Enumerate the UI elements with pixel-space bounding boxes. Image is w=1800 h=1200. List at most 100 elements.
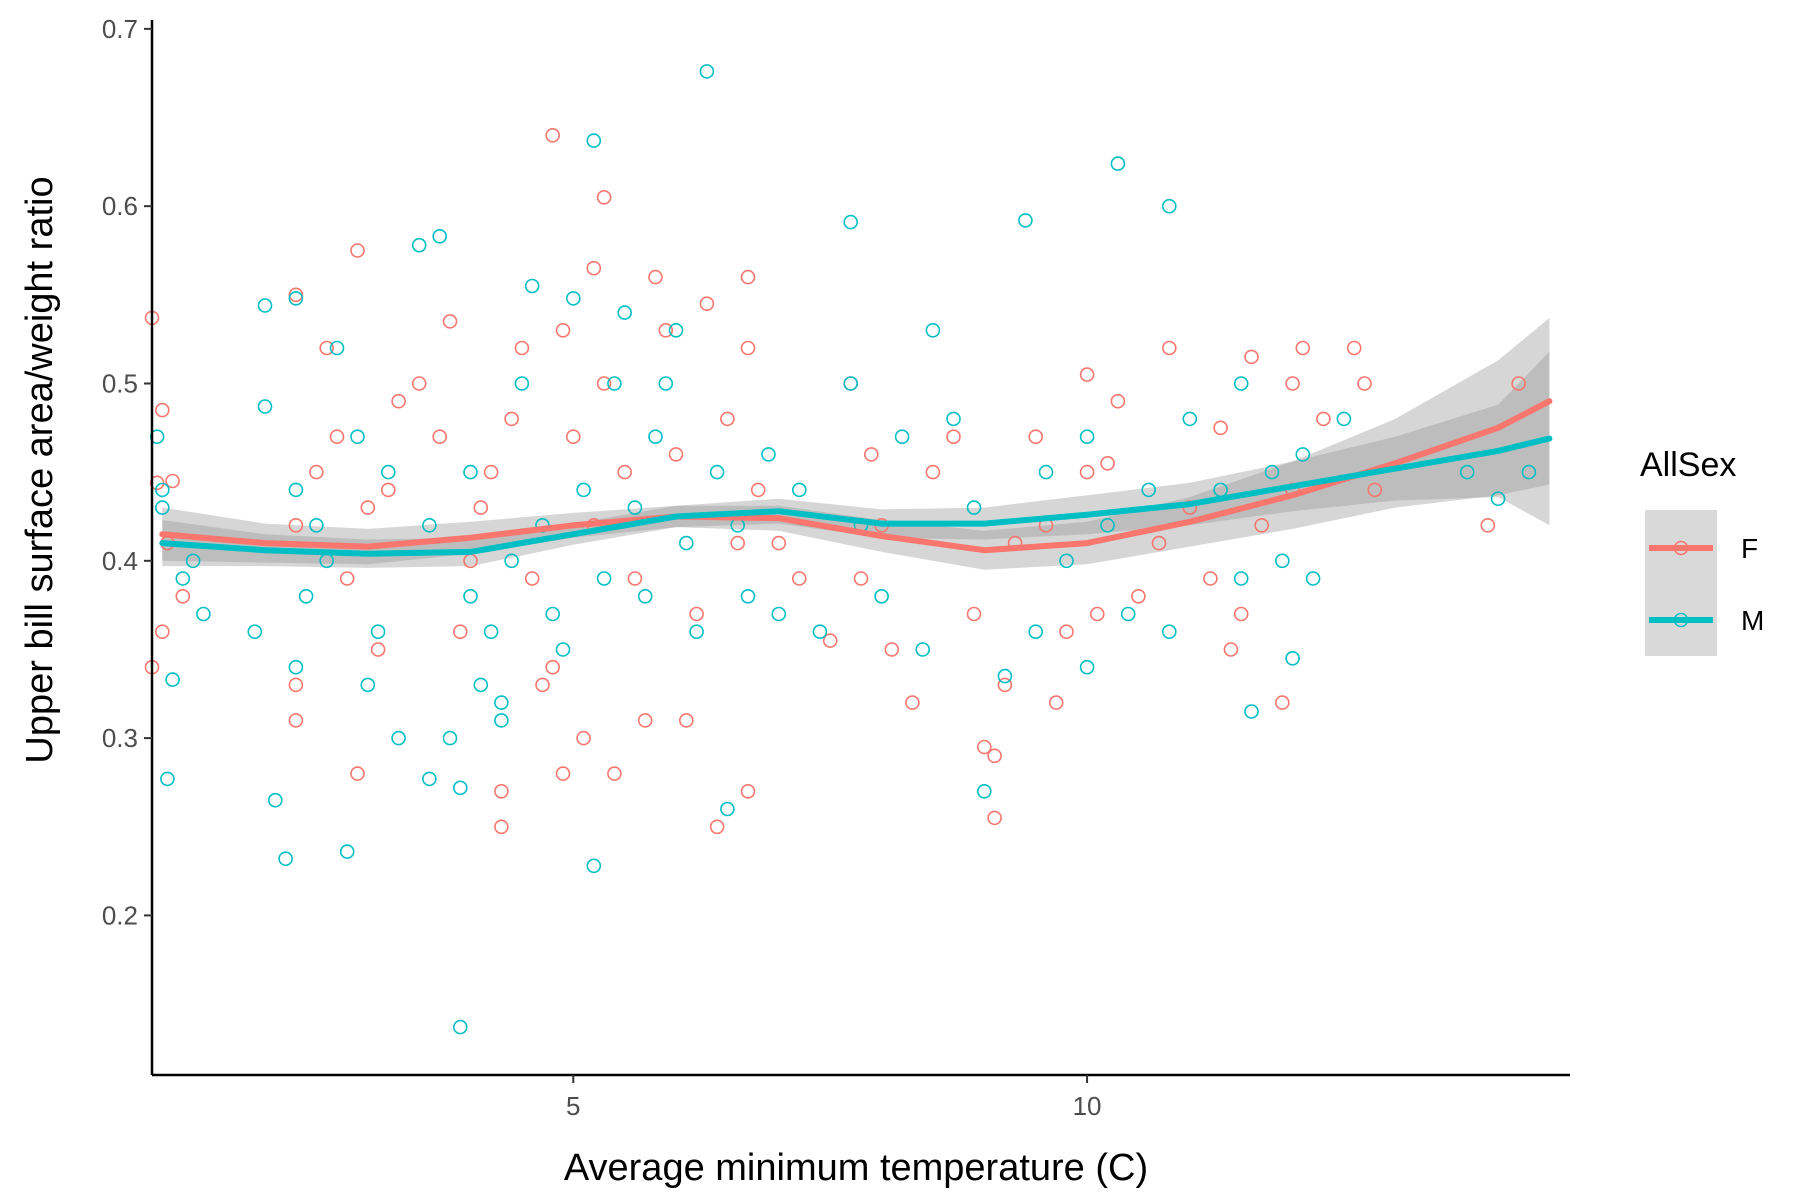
data-point-m	[432, 229, 448, 244]
data-point-m	[1018, 213, 1033, 228]
data-point-m	[545, 606, 561, 622]
data-point-f	[535, 677, 550, 693]
data-point-m	[278, 851, 293, 867]
legend-key-point-f	[1673, 540, 1689, 556]
confidence-band-m	[162, 351, 1550, 568]
legend-label-f: F	[1741, 533, 1758, 564]
data-point-f	[863, 447, 879, 462]
data-point-f	[545, 659, 561, 675]
data-point-f	[1367, 482, 1383, 498]
data-point-f	[483, 464, 499, 480]
data-point-f	[966, 606, 982, 622]
data-point-f	[288, 713, 304, 728]
data-point-f	[740, 340, 756, 356]
data-point-m	[298, 588, 314, 604]
data-point-f	[1357, 376, 1372, 391]
data-point-f	[709, 819, 725, 835]
data-point-f	[360, 500, 376, 515]
data-point-m	[309, 517, 324, 533]
data-point-f	[1110, 393, 1126, 409]
data-point-m	[1275, 553, 1290, 569]
data-point-f	[504, 411, 519, 427]
data-point-m	[1162, 624, 1177, 640]
y-tick-label: 0.4	[102, 546, 138, 576]
confidence-bands	[162, 317, 1550, 570]
data-point-m	[494, 695, 509, 710]
data-point-m	[504, 553, 519, 569]
data-point-m	[720, 801, 735, 817]
data-point-m	[894, 429, 910, 445]
data-point-f	[1233, 606, 1249, 622]
data-point-m	[411, 237, 427, 253]
data-point-m	[689, 624, 704, 640]
data-point-m	[617, 305, 633, 320]
data-point-m	[1038, 464, 1054, 480]
data-point-f	[288, 677, 304, 693]
data-point-f	[155, 624, 170, 640]
data-point-m	[576, 482, 591, 498]
data-point-f	[740, 269, 756, 285]
data-point-m	[494, 713, 509, 728]
data-point-f	[494, 783, 509, 799]
data-point-f	[350, 243, 365, 258]
data-point-m	[175, 571, 191, 586]
data-point-f	[1151, 535, 1167, 551]
data-point-f	[442, 314, 458, 329]
data-point-m	[658, 376, 674, 391]
data-point-m	[627, 500, 643, 515]
data-point-m	[966, 500, 982, 515]
y-axis-title: Upper bill surface area/weight ratio	[19, 176, 61, 763]
axes	[150, 20, 1570, 1077]
data-point-m	[843, 214, 859, 230]
data-point-m	[452, 1019, 468, 1035]
data-point-m	[565, 291, 581, 306]
data-point-m	[1264, 464, 1280, 480]
data-point-f	[1100, 455, 1115, 471]
data-point-m	[740, 588, 756, 604]
data-point-f	[524, 571, 540, 586]
data-point-f	[720, 411, 735, 427]
data-point-f	[658, 322, 674, 338]
data-point-f	[175, 588, 191, 604]
data-point-m	[678, 535, 694, 551]
data-point-m	[149, 429, 165, 445]
y-tick-label: 0.2	[102, 900, 138, 930]
data-point-f	[545, 128, 561, 143]
data-point-m	[463, 588, 478, 604]
data-points	[144, 64, 1537, 1035]
data-point-m	[607, 376, 622, 391]
data-point-f	[1223, 642, 1239, 657]
data-point-m	[339, 844, 355, 859]
data-point-m	[1233, 571, 1249, 586]
data-point-f	[648, 269, 663, 285]
data-point-m	[442, 730, 458, 746]
data-point-f	[905, 695, 920, 710]
data-point-m	[1059, 553, 1074, 569]
data-point-m	[155, 500, 170, 515]
data-point-f	[1090, 606, 1105, 622]
data-point-f	[473, 500, 489, 515]
data-point-f	[565, 429, 581, 445]
data-point-m	[288, 291, 304, 306]
data-point-f	[555, 322, 571, 338]
data-point-f	[607, 766, 622, 781]
data-point-m	[637, 588, 653, 604]
data-point-m	[1521, 464, 1537, 480]
data-point-f	[853, 571, 869, 586]
x-axis-title: Average minimum temperature (C)	[564, 1147, 1148, 1189]
data-point-f	[1295, 340, 1311, 356]
legend: AllSex F M	[1640, 446, 1764, 656]
data-point-f	[596, 190, 612, 205]
data-point-f	[997, 677, 1013, 693]
data-point-f	[1079, 367, 1095, 382]
data-point-f	[1346, 340, 1362, 356]
data-point-m	[463, 464, 478, 480]
data-point-m	[483, 624, 499, 640]
data-point-m	[771, 606, 787, 622]
data-point-m	[997, 668, 1013, 684]
data-point-m	[874, 588, 889, 604]
data-point-f	[1254, 517, 1269, 533]
data-point-m	[1120, 606, 1136, 622]
data-point-m	[288, 659, 304, 675]
